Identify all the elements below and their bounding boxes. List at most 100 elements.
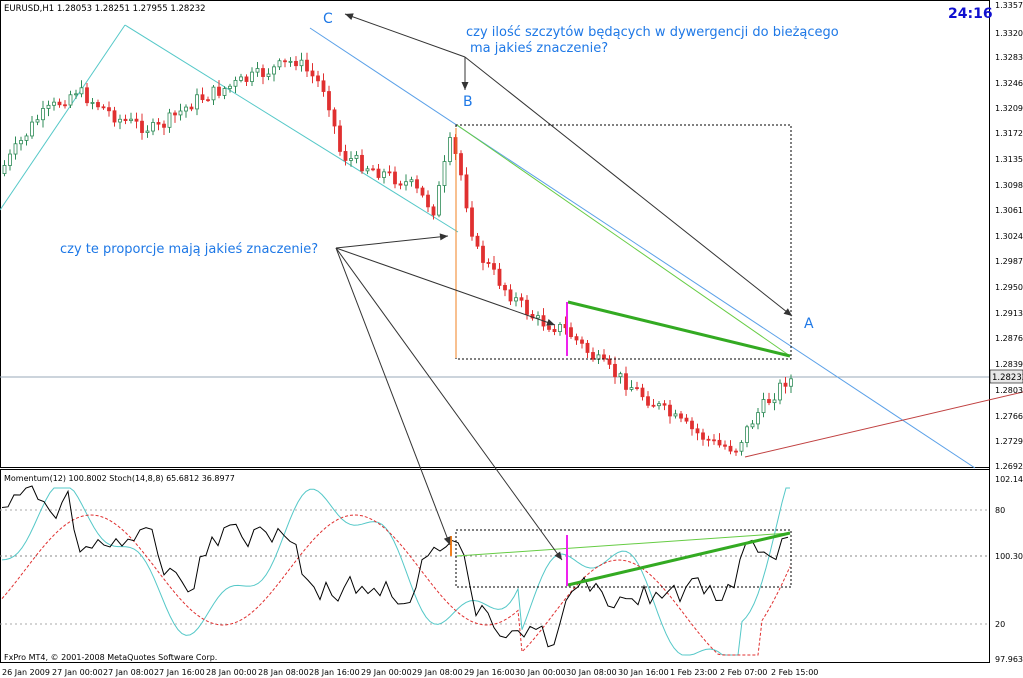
price-tick: 1.33570 — [995, 1, 1023, 10]
candle-body — [288, 60, 293, 63]
time-tick: 27 Jan 08:00 — [103, 668, 154, 677]
candle-body — [41, 108, 45, 121]
price-tick: 1.29870 — [995, 257, 1023, 266]
price-tick: 1.30980 — [995, 181, 1023, 190]
candle-body — [525, 299, 529, 315]
candle-body — [299, 59, 304, 67]
candle-body — [662, 403, 667, 406]
candle-body — [294, 60, 298, 67]
candle-body — [354, 154, 359, 159]
price-axis: 1.33570 1.33200 1.32830 1.32460 1.32090 … — [995, 1, 1023, 471]
candle-body — [30, 121, 34, 137]
candle-body — [393, 171, 397, 185]
price-tick: 1.30610 — [995, 206, 1023, 215]
candle-body — [745, 426, 749, 443]
candle-body — [217, 86, 221, 96]
candle-body — [585, 342, 590, 353]
candle-body — [266, 73, 271, 77]
stoch-main-series — [1, 487, 790, 656]
candle-body — [24, 135, 29, 141]
candle-body — [283, 60, 287, 63]
candle-body — [492, 263, 496, 270]
candle-body — [96, 102, 100, 108]
candle-body — [646, 396, 650, 406]
annotation-top-line2: ma jakieś znaczenie? — [470, 41, 608, 56]
candle-body — [140, 120, 144, 133]
candle-body — [783, 382, 788, 387]
arrow-to-candles-mid — [335, 247, 556, 326]
candle-body — [321, 80, 326, 92]
candle-body — [712, 439, 716, 442]
candle-body — [107, 107, 111, 112]
time-tick: 28 Jan 08:00 — [258, 668, 309, 677]
candle-body — [327, 91, 331, 111]
candle-body — [134, 118, 139, 122]
candle-body — [211, 86, 216, 101]
candle-body — [46, 104, 51, 109]
time-tick: 28 Jan 00:00 — [206, 668, 257, 677]
candle-body — [233, 80, 238, 87]
candle-body — [398, 183, 403, 186]
candle-body — [305, 59, 309, 72]
price-tick: 1.32830 — [995, 53, 1023, 62]
candle-body — [228, 85, 232, 89]
price-tick: 1.26920 — [995, 462, 1023, 471]
candle-body — [657, 403, 661, 407]
arrow-to-indicator-mid — [335, 247, 563, 561]
candle-body — [338, 125, 342, 152]
candle-body — [145, 130, 150, 133]
candle-body — [239, 76, 243, 81]
green-line-main-thin — [456, 124, 791, 357]
time-tick: 30 Jan 16:00 — [618, 668, 669, 677]
candle-body — [167, 112, 172, 128]
time-tick: 30 Jan 00:00 — [515, 668, 566, 677]
candle-body — [690, 420, 694, 430]
candle-body — [778, 382, 782, 401]
candle-body — [613, 363, 617, 378]
arrow-to-c-head — [345, 13, 354, 20]
arrow-to-b-head — [461, 82, 469, 90]
trendline-red — [744, 391, 1023, 458]
candle-body — [486, 262, 491, 264]
price-tick: 1.28030 — [995, 386, 1023, 395]
candle-body — [508, 289, 513, 302]
candle-body — [734, 450, 738, 453]
indicator-axis: 102.145 80 100.3046 20 97.963 — [995, 475, 1023, 664]
arrow-to-c — [344, 13, 466, 58]
candle-body — [558, 324, 562, 333]
candle-body — [189, 106, 194, 110]
candle-body — [739, 442, 744, 452]
candle-body — [85, 87, 89, 104]
candle-body — [431, 206, 436, 216]
candle-body — [162, 123, 166, 128]
candle-body — [343, 151, 348, 161]
indicator-tick: 102.145 — [995, 475, 1023, 484]
candle-body — [750, 423, 755, 428]
candle-body — [272, 66, 276, 75]
candle-body — [371, 168, 375, 171]
candle-body — [679, 413, 683, 419]
candle-body — [580, 339, 584, 344]
arrow-to-candles-top — [335, 235, 449, 249]
copyright: FxPro MT4, © 2001-2008 MetaQuotes Softwa… — [4, 653, 217, 662]
indicator-panel-frame — [0, 469, 990, 663]
candle-body — [178, 110, 183, 116]
candle-body — [156, 122, 161, 125]
candle-body — [118, 118, 122, 123]
arrow-to-a — [464, 56, 793, 317]
drawing-objects — [335, 13, 793, 588]
candle-body — [574, 336, 579, 341]
candle-body — [68, 94, 73, 106]
candle-body — [244, 76, 249, 82]
candle-body — [63, 104, 67, 107]
candle-body — [519, 297, 524, 301]
candle-body — [376, 168, 381, 178]
candle-body — [35, 119, 40, 123]
candle-body — [767, 399, 771, 404]
candle-body — [789, 378, 793, 387]
candle-body — [607, 358, 612, 365]
time-tick: 29 Jan 00:00 — [361, 668, 412, 677]
indicator-tick: 20 — [995, 620, 1005, 629]
candle-body — [547, 325, 551, 330]
